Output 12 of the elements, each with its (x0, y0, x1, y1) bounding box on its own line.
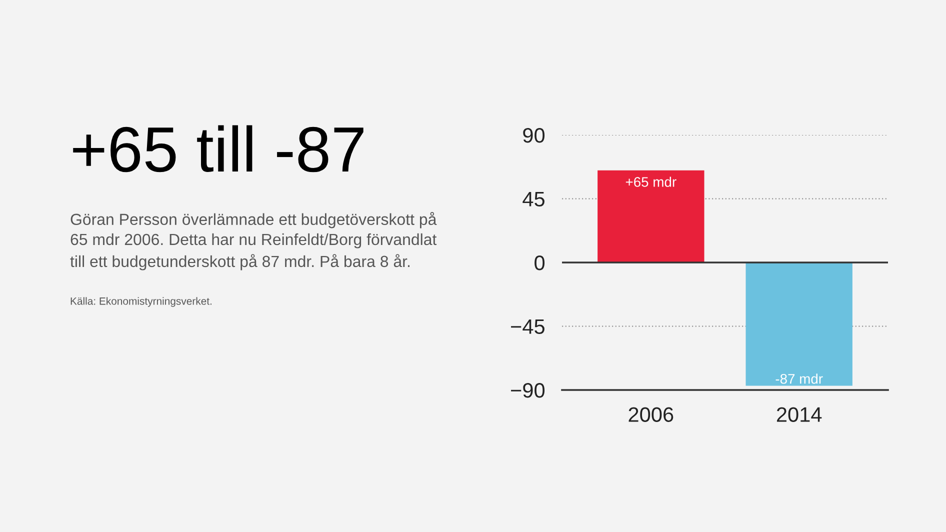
y-tick-label: 45 (522, 192, 544, 207)
data-label: +65 mdr (626, 176, 676, 187)
y-tick-label: 90 (523, 128, 545, 143)
y-tick-label: 0 (534, 256, 545, 270)
x-tick-label: 2014 (776, 407, 822, 422)
data-label: -87 mdr (776, 374, 823, 384)
x-tick-label: 2006 (628, 407, 674, 422)
text: Källa: Ekonomistyrningsverket. (70, 297, 212, 307)
chart-title: +65 till -87 (73, 125, 364, 172)
text: Göran Persson överlämnade ett budgetöverskott på 65 mdr 2006. Detta har nu Reinfeldt/Borg förvandlat till ett budgetunderskott på 87 mdr. På bara 8 år. (70, 212, 437, 270)
y-tick-label: −90 (511, 383, 545, 398)
y-tick-label: −45 (511, 319, 544, 334)
